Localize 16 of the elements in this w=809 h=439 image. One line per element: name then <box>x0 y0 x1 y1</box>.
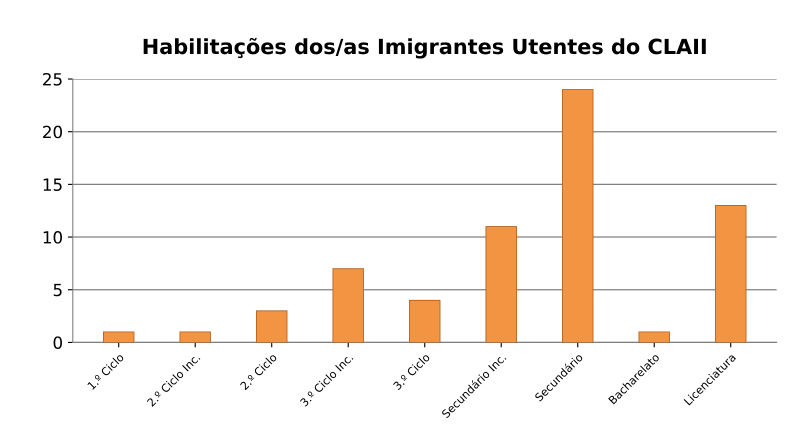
y-tick-label: 0 <box>54 336 62 349</box>
bar <box>562 89 594 342</box>
bar <box>486 226 517 342</box>
bar <box>409 300 440 342</box>
bar <box>638 331 670 342</box>
bar <box>179 331 211 342</box>
bar <box>715 205 746 342</box>
y-tick-label: 20 <box>43 126 62 138</box>
y-tick-label: 5 <box>54 284 62 296</box>
y-tick-label: 25 <box>43 72 62 86</box>
bar <box>256 310 288 342</box>
y-tick-label: 15 <box>44 178 62 191</box>
bar <box>332 268 364 342</box>
chart-title: Habilitações dos/as Imigrantes Utentes do CLAII <box>144 38 706 59</box>
y-tick-label: 10 <box>44 231 62 244</box>
bar <box>102 331 134 342</box>
